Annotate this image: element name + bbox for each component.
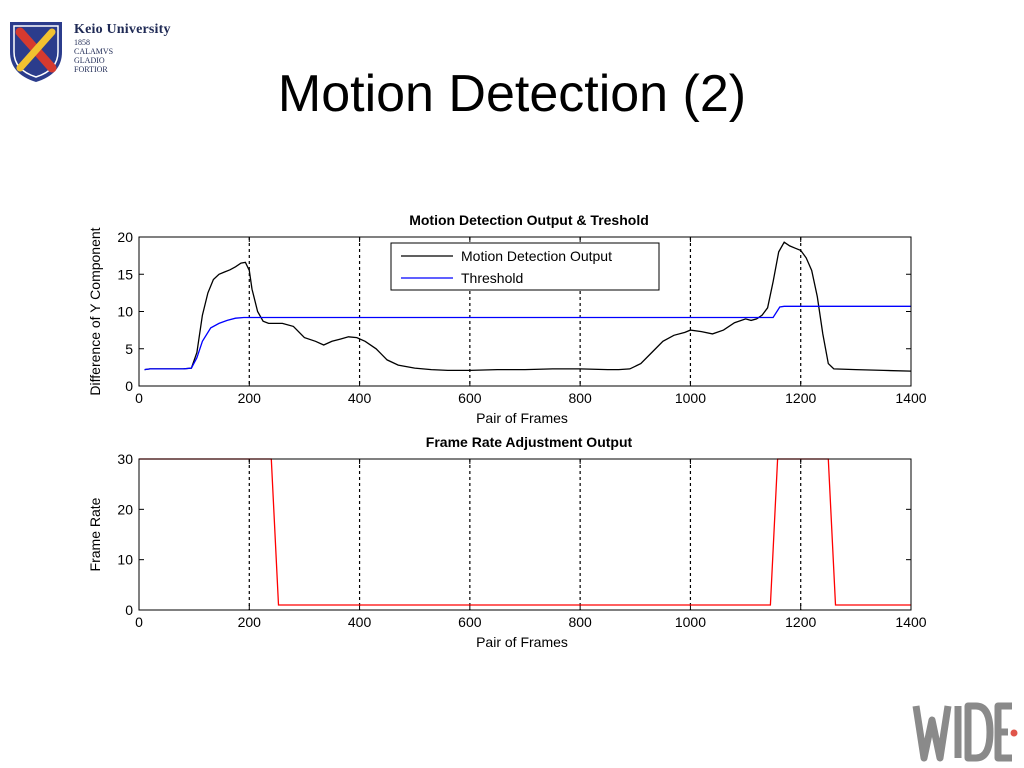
y-tick-label: 20 [117,229,133,245]
logo-motto-2: GLADIO [74,56,105,65]
x-tick-label: 200 [238,390,262,406]
chart-title: Frame Rate Adjustment Output [426,434,633,450]
logo-motto-1: CALAMVS [74,47,114,56]
university-name: Keio University [74,22,171,37]
series-line-2 [144,305,911,371]
chart-panel-2: 0 200 400 600 800 1000 1200 1400 0 10 20 30 Frame Ra… [87,434,927,650]
x-tick-label: 800 [568,390,592,406]
chart-panel-1: 0 200 400 600 800 1000 1200 1400 0 5 10 15 20 Motion … [87,212,927,426]
y-tick-label: 15 [117,266,133,282]
plot-frame [138,458,912,611]
x-tick-label: 1400 [895,390,926,406]
x-axis-label: Pair of Frames [476,410,568,426]
y-tick-label: 5 [125,341,133,357]
logo-motto-3: FORTIOR [74,65,108,74]
plot-frame [138,236,912,387]
y-tick-label: 10 [117,552,133,568]
y-tick-label: 30 [117,451,133,467]
x-tick-label: 400 [348,390,372,406]
logo-year: 1858 [74,38,90,47]
y-tick-label: 20 [117,501,133,517]
y-axis-label: Difference of Y Component [87,227,103,395]
chart-title: Motion Detection Output & Treshold [409,212,649,228]
shield-icon [10,22,62,82]
series-line-1 [139,458,911,606]
series-line-1 [144,241,912,372]
x-tick-label: 800 [568,614,592,630]
y-tick-label: 0 [125,378,133,394]
x-tick-label: 600 [458,390,482,406]
x-tick-label: 0 [135,390,143,406]
x-tick-label: 0 [135,614,143,630]
y-axis-label: Frame Rate [87,497,103,571]
wide-dot-icon [1010,729,1018,737]
legend-label: Motion Detection Output [461,248,612,264]
university-logo: Keio University 1858 CALAMVS GLADIO FORT… [6,18,176,84]
x-tick-label: 1400 [895,614,926,630]
x-tick-label: 1200 [785,390,816,406]
x-tick-label: 400 [348,614,372,630]
x-tick-label: 1200 [785,614,816,630]
slide-title: Motion Detection (2) [277,65,747,123]
y-tick-label: 0 [125,602,133,618]
x-tick-label: 1000 [675,390,706,406]
legend-label: Threshold [461,270,523,286]
x-tick-label: 200 [238,614,262,630]
legend-box [390,242,660,291]
x-axis-label: Pair of Frames [476,634,568,650]
y-tick-label: 10 [117,304,133,320]
x-tick-label: 1000 [675,614,706,630]
x-tick-label: 600 [458,614,482,630]
wide-logo [912,702,1018,762]
